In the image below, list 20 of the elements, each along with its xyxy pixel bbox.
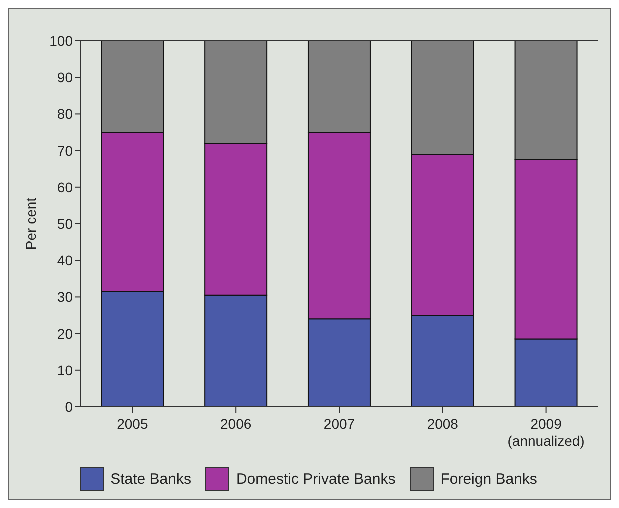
legend-label: Foreign Banks (440, 470, 538, 490)
x-tick-label: 2009 (annualized) (508, 416, 585, 449)
y-tick-label: 10 (57, 362, 74, 378)
y-tick-label: 60 (57, 179, 74, 196)
x-tick-label: 2006 (220, 416, 252, 432)
legend-label: State Banks (110, 470, 192, 490)
y-tick-label: 0 (65, 398, 74, 415)
y-tick-label: 90 (57, 70, 74, 86)
x-tick-label: 2008 (427, 416, 459, 432)
y-tick-label: 20 (57, 326, 74, 342)
x-tick-label: 2007 (324, 416, 356, 432)
y-tick-label: 30 (57, 289, 74, 306)
x-tick-label: 2005 (117, 416, 148, 432)
y-axis-title: Per cent (22, 198, 39, 250)
legend-label: Domestic Private Banks (235, 470, 396, 490)
y-tick-label: 40 (57, 252, 74, 269)
y-tick-label: 50 (57, 216, 74, 232)
y-tick-label: 70 (57, 142, 74, 159)
y-tick-label: 100 (50, 32, 74, 49)
y-tick-label: 80 (57, 106, 74, 122)
